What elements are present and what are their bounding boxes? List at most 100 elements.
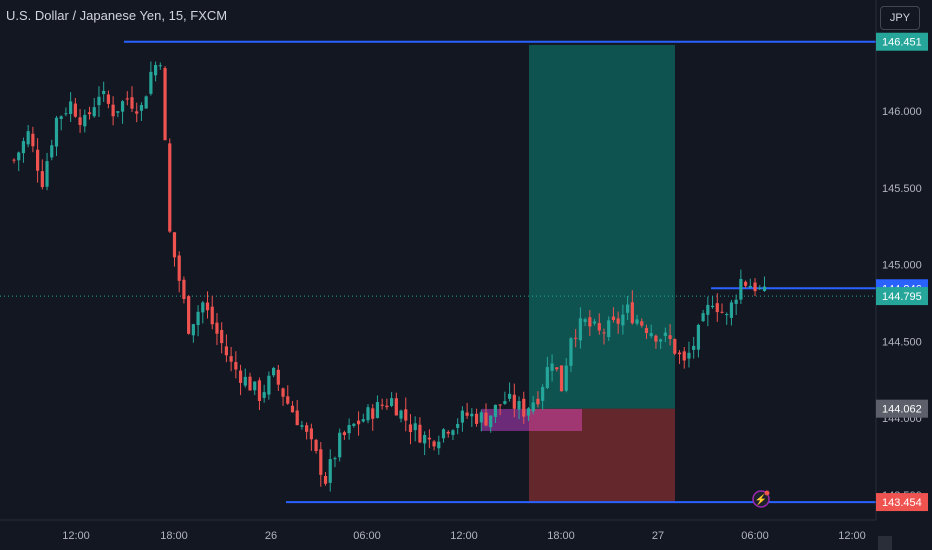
- price-label-last: 144.795: [882, 291, 922, 303]
- candle-body: [536, 398, 540, 405]
- currency-button[interactable]: JPY: [880, 6, 920, 30]
- x-tick-label: 06:00: [353, 530, 381, 542]
- candle-body: [248, 376, 252, 391]
- price-label-entry: 144.062: [882, 404, 922, 416]
- candle-body: [69, 101, 73, 115]
- candle-body: [267, 375, 271, 395]
- candle-body: [602, 332, 606, 334]
- candle-body: [158, 65, 162, 67]
- candle-body: [356, 420, 361, 425]
- candle-body: [564, 365, 568, 391]
- candle-body: [314, 439, 318, 452]
- candle-body: [130, 97, 134, 109]
- price-label-bg-resistance: [876, 32, 928, 51]
- candle-body: [97, 96, 101, 106]
- candle-body: [517, 401, 521, 410]
- candle-body: [559, 365, 564, 392]
- candle-body: [583, 319, 587, 322]
- candle-body: [744, 281, 748, 286]
- candle-body: [484, 412, 488, 426]
- candle-body: [375, 402, 380, 418]
- candle-body: [574, 337, 578, 339]
- candle-body: [371, 408, 375, 419]
- candle-body: [640, 321, 644, 326]
- entry-box-overlap: [529, 408, 582, 431]
- candle-body: [309, 428, 313, 440]
- y-tick-label: 145.000: [882, 260, 922, 272]
- candle-body: [64, 113, 68, 115]
- candle-body: [78, 117, 82, 125]
- candle-body: [753, 282, 757, 292]
- candle-body: [144, 96, 148, 109]
- candle-body: [253, 381, 257, 391]
- candle-body: [555, 367, 559, 370]
- candle-body: [720, 311, 724, 313]
- candle-body: [12, 159, 16, 161]
- chart-title: U.S. Dollar / Japanese Yen, 15, FXCM: [6, 8, 228, 23]
- candle-body: [451, 430, 455, 435]
- candle-body: [243, 376, 247, 386]
- candle-body: [432, 441, 436, 447]
- candle-body: [715, 303, 719, 313]
- candle-body: [460, 410, 464, 423]
- price-label-bg-support: [876, 493, 928, 512]
- candle-body: [592, 321, 597, 324]
- candle-body: [465, 412, 469, 416]
- candle-body: [196, 311, 200, 326]
- candle-body: [17, 152, 21, 161]
- event-marker: [752, 490, 770, 508]
- candle-body: [205, 302, 210, 311]
- candle-body: [328, 459, 332, 483]
- candle-body: [649, 333, 653, 337]
- candle-body: [399, 410, 403, 419]
- candle-body: [92, 107, 96, 117]
- candle-body: [347, 424, 351, 434]
- candle-body: [102, 90, 106, 95]
- candle-body: [149, 71, 153, 94]
- candle-body: [385, 405, 389, 408]
- candle-body: [333, 458, 337, 460]
- candle-body: [120, 101, 125, 112]
- candle-body: [300, 425, 304, 427]
- candle-body: [437, 441, 441, 449]
- price-label-resistance: 146.451: [882, 37, 922, 49]
- candle-body: [748, 285, 752, 288]
- candle-body: [210, 306, 214, 325]
- candle-body: [83, 114, 87, 127]
- candle-body: [550, 363, 554, 371]
- price-label-support: 143.454: [882, 497, 922, 509]
- candle-body: [531, 402, 535, 412]
- candle-body: [626, 304, 630, 313]
- candle-body: [191, 324, 195, 336]
- candle-body: [696, 324, 700, 350]
- candle-body: [597, 323, 601, 331]
- candle-body: [404, 409, 408, 421]
- candle-body: [663, 332, 667, 336]
- target-zone: [529, 44, 675, 409]
- candle-body: [139, 104, 144, 111]
- candle-body: [73, 103, 77, 117]
- candle-body: [390, 398, 394, 406]
- event-dot: [764, 490, 770, 496]
- candle-body: [172, 232, 177, 258]
- x-tick-label: 12:00: [450, 530, 478, 542]
- candle-body: [201, 302, 205, 313]
- candle-body: [220, 330, 224, 344]
- candle-body: [87, 112, 92, 115]
- candle-body: [290, 405, 295, 413]
- candle-body: [423, 434, 427, 444]
- candle-body: [40, 171, 44, 188]
- candle-body: [31, 133, 35, 147]
- x-tick-label: 18:00: [160, 530, 188, 542]
- candle-body: [734, 299, 738, 304]
- candle-body: [418, 424, 422, 443]
- x-tick-label: 26: [265, 530, 277, 542]
- candle-body: [644, 328, 649, 334]
- candle-body: [26, 131, 30, 145]
- candle-body: [498, 404, 502, 406]
- candle-body: [366, 407, 370, 421]
- candle-body: [45, 161, 49, 187]
- candle-body: [215, 322, 219, 334]
- candle-body: [295, 410, 299, 426]
